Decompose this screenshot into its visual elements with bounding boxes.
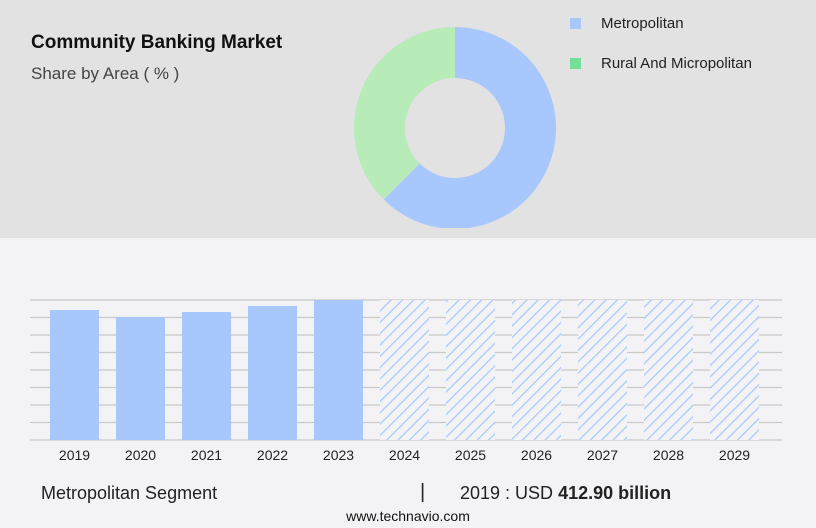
x-tick-label: 2021 [191, 447, 222, 463]
chart-title: Community Banking Market [31, 32, 283, 53]
website: www.technavio.com [346, 508, 470, 524]
segment-value: 2019 : USD 412.90 billion [460, 483, 671, 504]
legend-swatch [570, 58, 581, 69]
x-tick-label: 2025 [455, 447, 486, 463]
x-tick-label: 2029 [719, 447, 750, 463]
segment-label: Metropolitan Segment [41, 483, 218, 503]
x-tick-label: 2020 [125, 447, 156, 463]
x-tick-label: 2026 [521, 447, 552, 463]
donut-slice-1 [353, 27, 455, 200]
x-tick-label: 2022 [257, 447, 288, 463]
bar-chart: 2019 2020 2021 2022 2023 2024 2025 2026 2027 2028… [30, 299, 782, 463]
value-amount: 412.90 billion [558, 483, 672, 503]
x-tick-label: 2023 [323, 447, 354, 463]
bar-2025 [446, 300, 495, 440]
legend-label: Rural And Micropolitan [601, 55, 752, 72]
bar-2022 [248, 306, 297, 440]
x-tick-label: 2024 [389, 447, 420, 463]
bar-2023 [314, 300, 363, 440]
bar-2024 [380, 300, 429, 440]
bar-2026 [512, 300, 561, 440]
bar-2029 [710, 300, 759, 440]
legend-label: Metropolitan [601, 15, 684, 32]
chart-subtitle: Share by Area ( % ) [31, 64, 180, 83]
bar-2019 [50, 310, 99, 440]
bar-2028 [644, 300, 693, 440]
x-tick-label: 2019 [59, 447, 90, 463]
x-tick-label: 2027 [587, 447, 618, 463]
year-label: 2019 : USD [460, 483, 559, 503]
legend-item-metropolitan: Metropolitan [570, 15, 684, 32]
bar-2020 [116, 317, 165, 440]
separator: | [420, 481, 426, 503]
x-tick-label: 2028 [653, 447, 684, 463]
bar-2027 [578, 300, 627, 440]
legend-swatch [570, 18, 581, 29]
legend-item-rural: Rural And Micropolitan [570, 55, 752, 72]
donut-slice-0 [383, 27, 556, 228]
bar-2021 [182, 312, 231, 440]
donut-chart [353, 27, 556, 228]
